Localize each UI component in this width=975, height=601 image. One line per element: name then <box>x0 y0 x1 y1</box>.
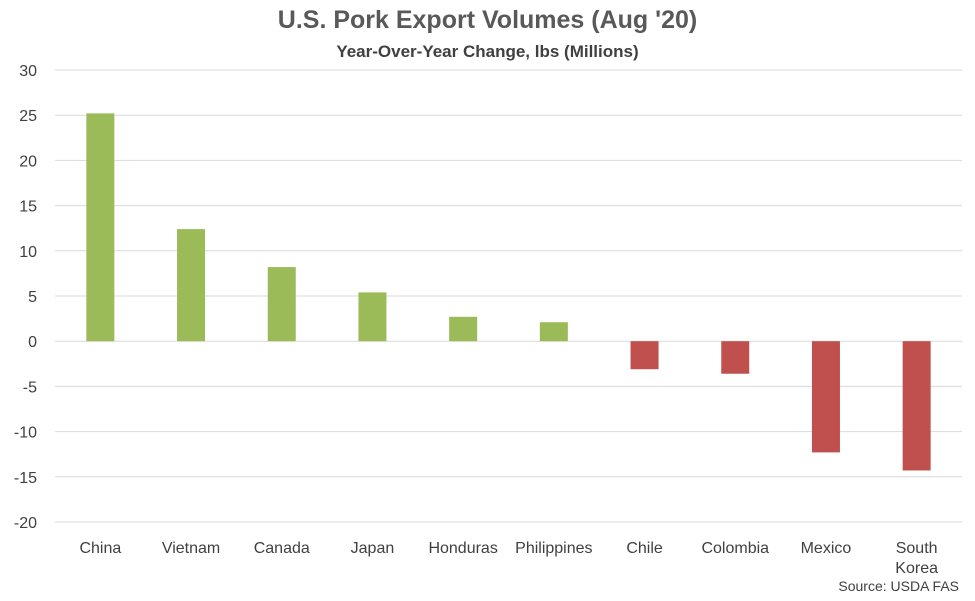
y-tick-label: 20 <box>19 153 37 170</box>
y-tick-label: 25 <box>19 108 37 125</box>
bar-honduras <box>449 316 478 342</box>
bar-philippines <box>539 322 568 342</box>
x-tick-label: Vietnam <box>162 540 220 557</box>
bar-vietnam <box>177 229 206 342</box>
x-tick-label: Chile <box>626 540 663 557</box>
y-tick-label: 10 <box>19 244 37 261</box>
bar-colombia <box>721 341 750 374</box>
x-tick-label: Colombia <box>701 540 769 557</box>
y-tick-label: 0 <box>28 334 37 351</box>
bar-south-korea <box>902 341 931 471</box>
y-tick-label: -20 <box>14 515 37 532</box>
bar-chile <box>630 341 659 370</box>
y-tick-label: -15 <box>14 470 37 487</box>
bar-canada <box>267 267 296 342</box>
bar-china <box>86 113 115 342</box>
x-tick-label: Canada <box>254 540 310 557</box>
x-tick-label: South Korea <box>895 540 938 577</box>
y-tick-label: 30 <box>19 63 37 80</box>
chart-title: U.S. Pork Export Volumes (Aug '20) <box>277 6 698 34</box>
x-tick-label: China <box>79 540 121 557</box>
source-note: Source: USDA FAS <box>838 578 959 594</box>
bar-mexico <box>811 341 840 453</box>
x-tick-label: Philippines <box>515 540 592 557</box>
x-tick-label: Japan <box>351 540 395 557</box>
x-tick-label: Honduras <box>428 540 497 557</box>
y-tick-label: -10 <box>14 425 37 442</box>
bar-japan <box>358 292 387 342</box>
x-tick-label: Mexico <box>801 540 852 557</box>
chart-subtitle: Year-Over-Year Change, lbs (Millions) <box>336 42 639 61</box>
y-tick-label: 15 <box>19 199 37 216</box>
y-tick-label: 5 <box>28 289 37 306</box>
y-tick-label: -5 <box>23 379 37 396</box>
